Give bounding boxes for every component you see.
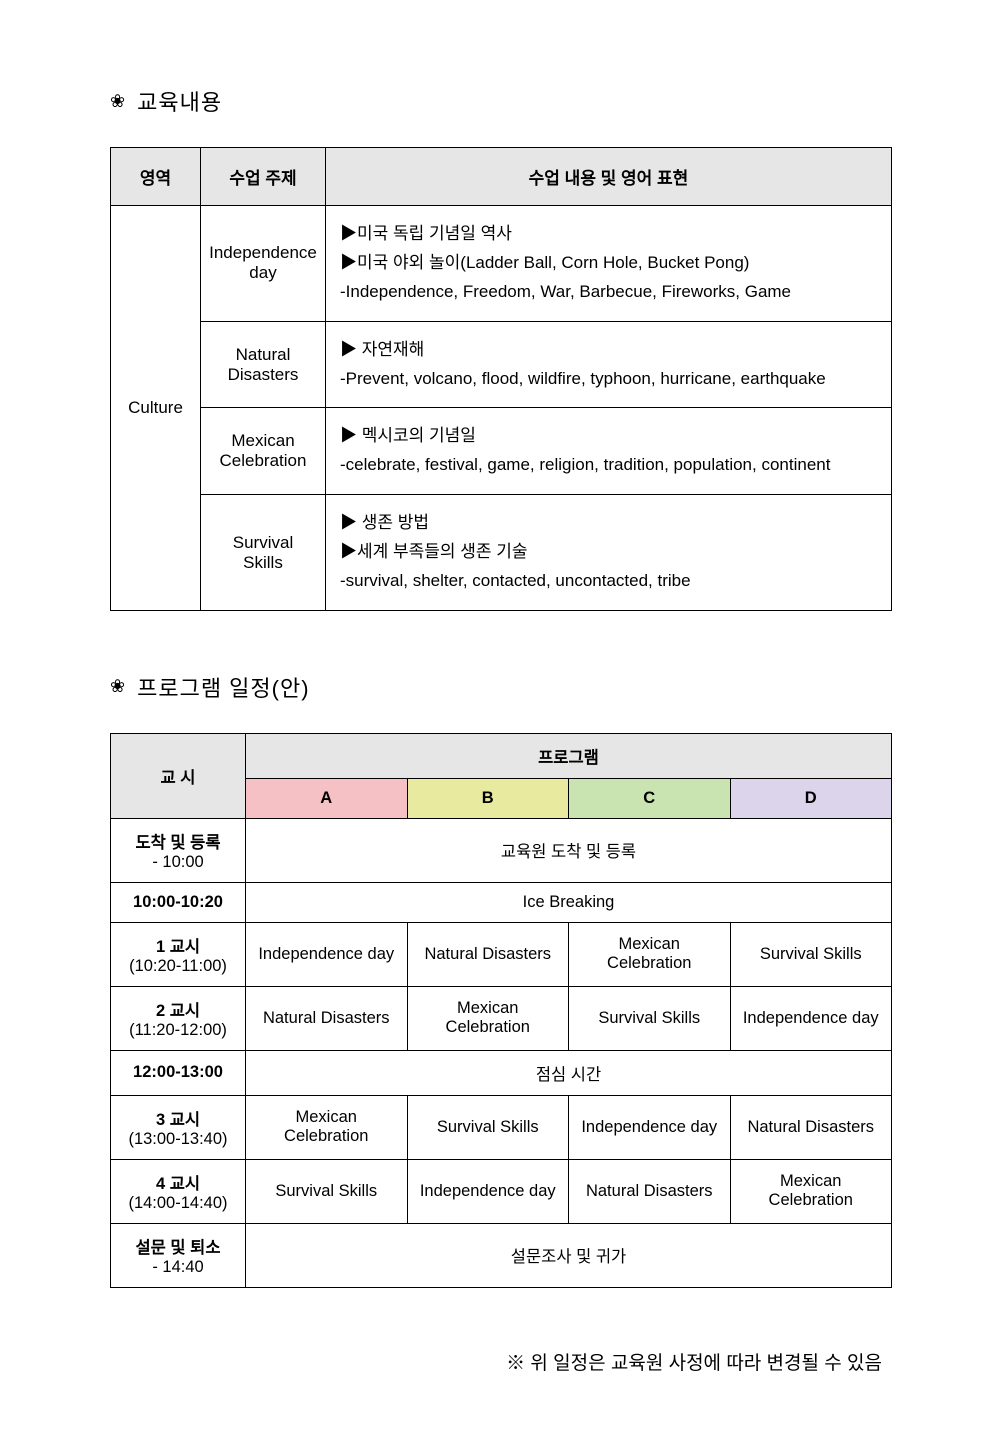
period-cell: 12:00-13:00 bbox=[111, 1050, 246, 1095]
schedule-cell: Natural Disasters bbox=[407, 922, 569, 986]
schedule-cell: Independence day bbox=[407, 1159, 569, 1223]
period-cell: 1 교시(10:20-11:00) bbox=[111, 922, 246, 986]
schedule-cell: Independence day bbox=[246, 922, 408, 986]
schedule-span-cell: Ice Breaking bbox=[246, 882, 892, 922]
schedule-cell: Mexican Celebration bbox=[569, 922, 731, 986]
schedule-cell: Mexican Celebration bbox=[246, 1095, 408, 1159]
schedule-cell: Survival Skills bbox=[246, 1159, 408, 1223]
area-cell: Culture bbox=[111, 206, 201, 611]
schedule-cell: Survival Skills bbox=[407, 1095, 569, 1159]
header-topic: 수업 주제 bbox=[201, 148, 326, 206]
section-title-schedule: 프로그램 일정(안) bbox=[137, 671, 309, 703]
period-cell: 설문 및 퇴소- 14:40 bbox=[111, 1223, 246, 1287]
schedule-cell: Independence day bbox=[730, 986, 892, 1050]
schedule-span-cell: 설문조사 및 귀가 bbox=[246, 1223, 892, 1287]
schedule-cell: Natural Disasters bbox=[730, 1095, 892, 1159]
header-area: 영역 bbox=[111, 148, 201, 206]
schedule-span-cell: 교육원 도착 및 등록 bbox=[246, 818, 892, 882]
content-table: 영역 수업 주제 수업 내용 및 영어 표현 CultureIndependen… bbox=[110, 147, 892, 611]
period-cell: 10:00-10:20 bbox=[111, 882, 246, 922]
schedule-cell: Natural Disasters bbox=[569, 1159, 731, 1223]
schedule-cell: Survival Skills bbox=[569, 986, 731, 1050]
period-cell: 도착 및 등록- 10:00 bbox=[111, 818, 246, 882]
topic-cell: NaturalDisasters bbox=[201, 321, 326, 408]
schedule-cell: Survival Skills bbox=[730, 922, 892, 986]
period-cell: 4 교시(14:00-14:40) bbox=[111, 1159, 246, 1223]
topic-cell: MexicanCelebration bbox=[201, 408, 326, 495]
program-column-header: B bbox=[407, 778, 569, 818]
schedule-span-cell: 점심 시간 bbox=[246, 1050, 892, 1095]
schedule-cell: Mexican Celebration bbox=[730, 1159, 892, 1223]
content-cell: ▶ 멕시코의 기념일-celebrate, festival, game, re… bbox=[326, 408, 892, 495]
schedule-note: ※ 위 일정은 교육원 사정에 따라 변경될 수 있음 bbox=[110, 1348, 892, 1375]
content-cell: ▶미국 독립 기념일 역사▶미국 야외 놀이(Ladder Ball, Corn… bbox=[326, 206, 892, 322]
schedule-cell: Mexican Celebration bbox=[407, 986, 569, 1050]
schedule-table: 교 시 프로그램 ABCD 도착 및 등록- 10:00교육원 도착 및 등록1… bbox=[110, 733, 892, 1288]
flower-icon: ❀ bbox=[110, 91, 125, 112]
flower-icon: ❀ bbox=[110, 676, 125, 697]
section-header-schedule: ❀ 프로그램 일정(안) bbox=[110, 671, 892, 703]
section-header-content: ❀ 교육내용 bbox=[110, 85, 892, 117]
header-period: 교 시 bbox=[111, 733, 246, 818]
topic-cell: Independenceday bbox=[201, 206, 326, 322]
content-cell: ▶ 자연재해-Prevent, volcano, flood, wildfire… bbox=[326, 321, 892, 408]
schedule-cell: Independence day bbox=[569, 1095, 731, 1159]
content-cell: ▶ 생존 방법▶세계 부족들의 생존 기술-survival, shelter,… bbox=[326, 495, 892, 611]
section-title-content: 교육내용 bbox=[137, 85, 222, 117]
header-content: 수업 내용 및 영어 표현 bbox=[326, 148, 892, 206]
header-program: 프로그램 bbox=[246, 733, 892, 778]
period-cell: 2 교시(11:20-12:00) bbox=[111, 986, 246, 1050]
program-column-header: C bbox=[569, 778, 731, 818]
program-column-header: A bbox=[246, 778, 408, 818]
topic-cell: SurvivalSkills bbox=[201, 495, 326, 611]
program-column-header: D bbox=[730, 778, 892, 818]
schedule-cell: Natural Disasters bbox=[246, 986, 408, 1050]
period-cell: 3 교시(13:00-13:40) bbox=[111, 1095, 246, 1159]
